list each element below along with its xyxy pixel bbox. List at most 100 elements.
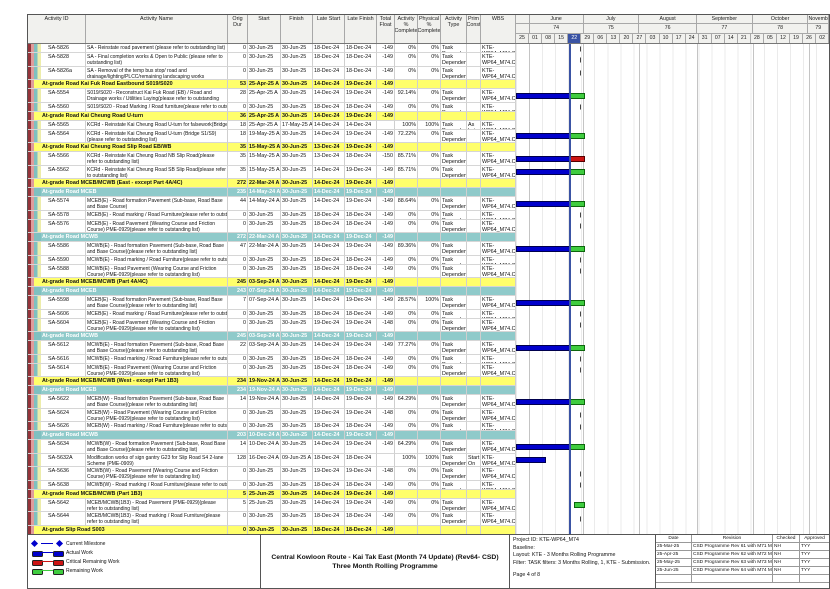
activity-row[interactable]: SA-5606 MCEB(E) - Road marking / Road Fur…	[28, 309, 829, 319]
gantt-bar-remaining[interactable]	[568, 443, 585, 450]
activity-row[interactable]: SA-5636 MCWB(W) - Road Pavement (Wearing …	[28, 467, 829, 481]
group-band-row[interactable]: At-grade Road Kai Cheung Road Slip Road …	[28, 143, 829, 152]
activity-row[interactable]: SA-5574 MCEB(E) - Road formation Pavement…	[28, 197, 829, 211]
activity-row[interactable]: SA-5560 S019/S020 - Road Marking / Road f…	[28, 102, 829, 112]
gantt-bar-remaining[interactable]	[568, 299, 585, 306]
timeline-week: 17	[673, 33, 686, 43]
gantt-zero-duration-tick[interactable]	[580, 46, 581, 51]
late-start-cell: 19-Dec-24	[313, 467, 345, 481]
gantt-bar-remaining[interactable]	[568, 133, 585, 140]
gantt-bar-actual[interactable]	[516, 344, 571, 351]
gantt-zero-duration-tick[interactable]	[580, 482, 581, 488]
timeline-month-label: November	[808, 15, 829, 24]
gantt-bar-remaining[interactable]	[573, 502, 586, 509]
group-band-row[interactable]: At-grade Road MCWB 272 22-Mar-24 A 30-Jun-2…	[28, 233, 829, 242]
group-band-row[interactable]: At-grade Road MCWB 203 10-Dec-24 A 30-Jun-2…	[28, 431, 829, 440]
gantt-zero-duration-tick[interactable]	[580, 104, 581, 110]
activity-row[interactable]: SA-5612 MCWB(E) - Road formation Pavement…	[28, 341, 829, 355]
activity-row[interactable]: SA-5578 MCEB(E) - Road marking / Road Fur…	[28, 210, 829, 220]
group-band-row[interactable]: At-grade Slip Road S003 0 30-Jun-25 30-Jun-…	[28, 525, 829, 534]
gantt-bar-actual[interactable]	[516, 398, 571, 405]
activity-row[interactable]: SA-5588 MCWB(E) - Road Pavement (Wearing …	[28, 264, 829, 278]
gantt-zero-duration-tick[interactable]	[580, 356, 581, 362]
activity-row[interactable]: SA-5642 MCEB/MCWB(1B3) - Road Pavement (P…	[28, 498, 829, 512]
activity-row[interactable]: SA-5586 MCWB(E) - Road formation Pavement…	[28, 242, 829, 256]
activity-row[interactable]: SA-5638 MCWB(W) - Road marking / Road Fur…	[28, 480, 829, 490]
activity-row[interactable]: SA-5632A Modification works of sign gantr…	[28, 453, 829, 467]
gantt-bar-critical[interactable]	[568, 155, 585, 162]
group-band-row[interactable]: At-grade Road Kai Fuk Road Eastbound S01…	[28, 80, 829, 89]
activity-row[interactable]: SA-5576 MCEB(E) - Road Pavement (Wearing …	[28, 219, 829, 233]
gantt-bar-actual[interactable]	[516, 155, 571, 162]
activity-row[interactable]: SA-5826 SA - Reinstate road pavement (ple…	[28, 44, 829, 53]
activity-row[interactable]: SA-5565 KCRd - Reinstate Kai Cheung Road …	[28, 120, 829, 130]
gantt-zero-duration-tick[interactable]	[580, 367, 581, 373]
start-cell: 22-Mar-24 A	[248, 242, 281, 256]
gantt-bar-actual[interactable]	[516, 443, 571, 450]
gantt-zero-duration-tick[interactable]	[580, 257, 581, 263]
activity-row[interactable]: SA-5590 MCWB(E) - Road marking / Road Fur…	[28, 255, 829, 265]
total-float-cell	[377, 120, 395, 130]
gantt-bar-remaining[interactable]	[568, 92, 585, 99]
wbs-color-stripe	[28, 255, 41, 265]
gantt-bar-remaining[interactable]	[568, 398, 585, 405]
group-band-row[interactable]: At-grade Road MCEB/MCWB (Part 4A/4C) 245 0…	[28, 278, 829, 287]
activity-row[interactable]: SA-5616 MCWB(E) - Road marking / Road Fur…	[28, 354, 829, 364]
gantt-zero-duration-tick[interactable]	[580, 424, 581, 429]
gantt-zero-duration-tick[interactable]	[580, 471, 581, 477]
gantt-zero-duration-tick[interactable]	[580, 57, 581, 63]
wbs-cell: KTE-WP64_M74.C	[481, 498, 516, 512]
activity-row[interactable]: SA-5566 KCRd - Reinstate Kai Cheung Road …	[28, 152, 829, 166]
activity-row[interactable]: SA-5554 S019/S020 - Reconstruct Kai Fuk R…	[28, 89, 829, 103]
group-band-row[interactable]: At-grade Road MCEB/MCWB (West - except P…	[28, 377, 829, 386]
gantt-zero-duration-tick[interactable]	[580, 70, 581, 76]
activity-row[interactable]: SA-5604 MCEB(E) - Road Pavement (Wearing …	[28, 318, 829, 332]
group-band-row[interactable]: At-grade Road MCEB/MCWB (Part 1B3) 5 25-Ju…	[28, 489, 829, 499]
group-band-row[interactable]: At-grade Road MCEB 243 07-Sep-24 A 30-Jun-2…	[28, 287, 829, 296]
activity-row[interactable]: SA-5626 MCEB(W) - Road marking / Road Fur…	[28, 422, 829, 431]
activity-row[interactable]: SA-5644 MCEB/MCWB(1B3) - Road marking / R…	[28, 512, 829, 526]
gantt-bar-actual[interactable]	[516, 299, 571, 306]
gantt-zero-duration-tick[interactable]	[580, 223, 581, 229]
group-band-row[interactable]: At-grade Road MCWB 245 03-Sep-24 A 30-Jun-2…	[28, 332, 829, 341]
constraint-cell	[467, 53, 481, 67]
gantt-zero-duration-tick[interactable]	[580, 268, 581, 274]
activity-row[interactable]: SA-5624 MCEB(W) - Road Pavement (Wearing …	[28, 408, 829, 422]
gantt-zero-duration-tick[interactable]	[580, 322, 581, 328]
activity-type-cell: Task Dependent	[441, 480, 467, 490]
gantt-zero-duration-tick[interactable]	[580, 311, 581, 317]
group-band-row[interactable]: At-grade Road Kai Cheung Road U-turn 36 25…	[28, 111, 829, 121]
total-float-cell: -149	[377, 498, 395, 512]
activity-row[interactable]: SA-5598 MCEB(E) - Road formation Pavement…	[28, 296, 829, 310]
wbs-cell: KTE-WP64_M74.C	[481, 354, 516, 364]
group-band-row[interactable]: At-grade Road MCEB/MCWB (East - except P…	[28, 179, 829, 188]
activity-row[interactable]: SA-5622 MCEB(W) - Road formation Pavement…	[28, 395, 829, 409]
group-band-row[interactable]: At-grade Road MCEB 234 19-Nov-24 A 30-Jun-2…	[28, 386, 829, 395]
gantt-zero-duration-tick[interactable]	[580, 516, 581, 522]
activity-row[interactable]: SA-5614 MCWB(E) - Road Pavement (Wearing …	[28, 363, 829, 377]
gantt-row	[516, 481, 829, 490]
wbs-color-stripe	[28, 480, 41, 490]
constraint-cell	[467, 287, 481, 296]
gantt-bar-remaining[interactable]	[568, 245, 585, 252]
gantt-bar-remaining[interactable]	[568, 344, 585, 351]
activity-row[interactable]: SA-5828 SA - Final completion works & Ope…	[28, 53, 829, 67]
gantt-bar-actual[interactable]	[516, 92, 571, 99]
activity-row[interactable]: SA-5564 KCRd - Reinstate Kai Cheung Road …	[28, 129, 829, 143]
activity-row[interactable]: SA-5826a SA - Removal of the temp bus sto…	[28, 66, 829, 80]
gantt-zero-duration-tick[interactable]	[580, 212, 581, 218]
gantt-bar-remaining[interactable]	[568, 200, 585, 207]
late-start-cell: 18-Dec-24	[313, 66, 345, 80]
activity-row[interactable]: SA-5562 KCRd - Reinstate Kai Cheung Road …	[28, 165, 829, 179]
activity-name-cell: MCWB(W) - Road marking / Road Furniture(…	[86, 480, 228, 490]
gantt-bar-actual[interactable]	[516, 169, 571, 176]
gantt-bar-actual[interactable]	[516, 457, 546, 464]
activity-id-cell: SA-5636	[41, 467, 86, 481]
group-band-row[interactable]: At-grade Road MCEB 235 14-May-24 A 30-Jun-2…	[28, 188, 829, 197]
gantt-zero-duration-tick[interactable]	[580, 412, 581, 418]
gantt-bar-remaining[interactable]	[568, 169, 585, 176]
gantt-bar-actual[interactable]	[516, 133, 571, 140]
activity-row[interactable]: SA-5634 MCWB(W) - Road formation Pavement…	[28, 440, 829, 454]
gantt-bar-actual[interactable]	[516, 200, 571, 207]
gantt-bar-actual[interactable]	[516, 245, 571, 252]
